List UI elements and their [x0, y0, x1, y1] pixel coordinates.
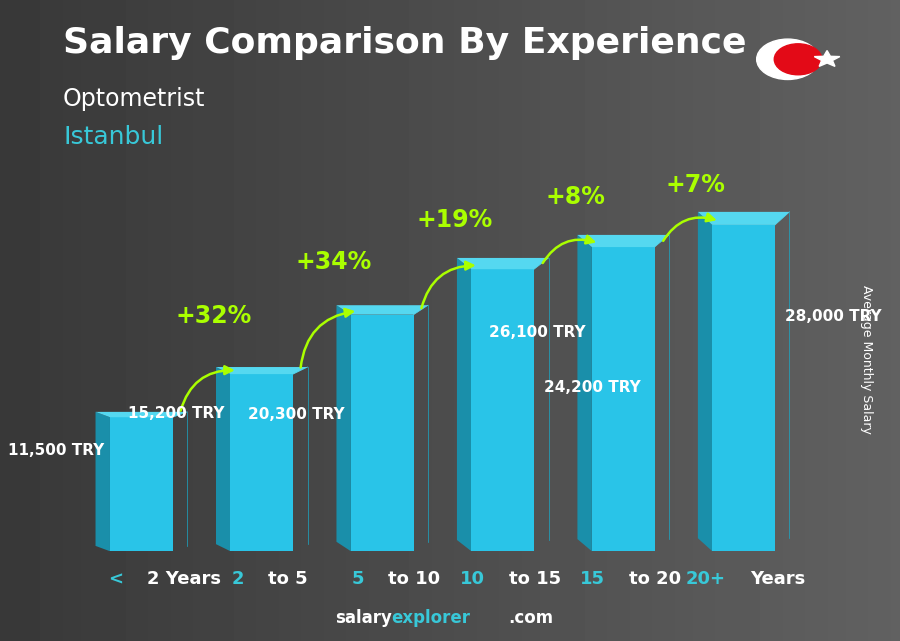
Circle shape — [774, 44, 822, 75]
Text: Years: Years — [750, 570, 805, 588]
Text: +32%: +32% — [176, 304, 252, 328]
Polygon shape — [216, 367, 230, 551]
Circle shape — [757, 39, 819, 79]
Polygon shape — [457, 258, 548, 269]
Text: <: < — [108, 570, 123, 588]
Text: +34%: +34% — [296, 251, 373, 274]
Text: .com: .com — [508, 609, 554, 627]
Polygon shape — [337, 305, 428, 315]
Text: to 10: to 10 — [388, 570, 440, 588]
Bar — [110, 417, 173, 551]
Text: 20+: 20+ — [686, 570, 725, 588]
Polygon shape — [578, 235, 592, 551]
Polygon shape — [698, 212, 712, 551]
Polygon shape — [814, 51, 840, 67]
Text: 20,300 TRY: 20,300 TRY — [248, 406, 345, 422]
Polygon shape — [216, 367, 308, 374]
Polygon shape — [698, 212, 789, 225]
Text: to 15: to 15 — [508, 570, 561, 588]
Text: 26,100 TRY: 26,100 TRY — [490, 325, 586, 340]
Bar — [592, 247, 654, 551]
Bar — [230, 374, 293, 551]
Bar — [351, 315, 414, 551]
Text: to 20: to 20 — [629, 570, 681, 588]
Text: to 5: to 5 — [268, 570, 308, 588]
Text: +8%: +8% — [545, 185, 605, 209]
Text: 15,200 TRY: 15,200 TRY — [128, 406, 224, 420]
Text: 24,200 TRY: 24,200 TRY — [544, 380, 641, 395]
Text: 15: 15 — [580, 570, 605, 588]
Text: explorer: explorer — [392, 609, 471, 627]
Polygon shape — [578, 235, 669, 247]
Bar — [472, 269, 534, 551]
Text: Salary Comparison By Experience: Salary Comparison By Experience — [63, 26, 746, 60]
Text: +7%: +7% — [665, 174, 725, 197]
Bar — [712, 225, 775, 551]
Text: +19%: +19% — [417, 208, 492, 232]
Text: 11,500 TRY: 11,500 TRY — [8, 443, 104, 458]
Text: salary: salary — [335, 609, 392, 627]
Text: 2 Years: 2 Years — [148, 570, 221, 588]
Text: Istanbul: Istanbul — [63, 125, 163, 149]
Text: Average Monthly Salary: Average Monthly Salary — [860, 285, 873, 433]
Text: Optometrist: Optometrist — [63, 87, 205, 110]
Polygon shape — [457, 258, 472, 551]
Polygon shape — [337, 305, 351, 551]
Text: 5: 5 — [352, 570, 365, 588]
Text: 10: 10 — [460, 570, 485, 588]
Polygon shape — [95, 412, 187, 417]
Text: 28,000 TRY: 28,000 TRY — [785, 309, 881, 324]
Polygon shape — [95, 412, 110, 551]
Text: 2: 2 — [231, 570, 244, 588]
